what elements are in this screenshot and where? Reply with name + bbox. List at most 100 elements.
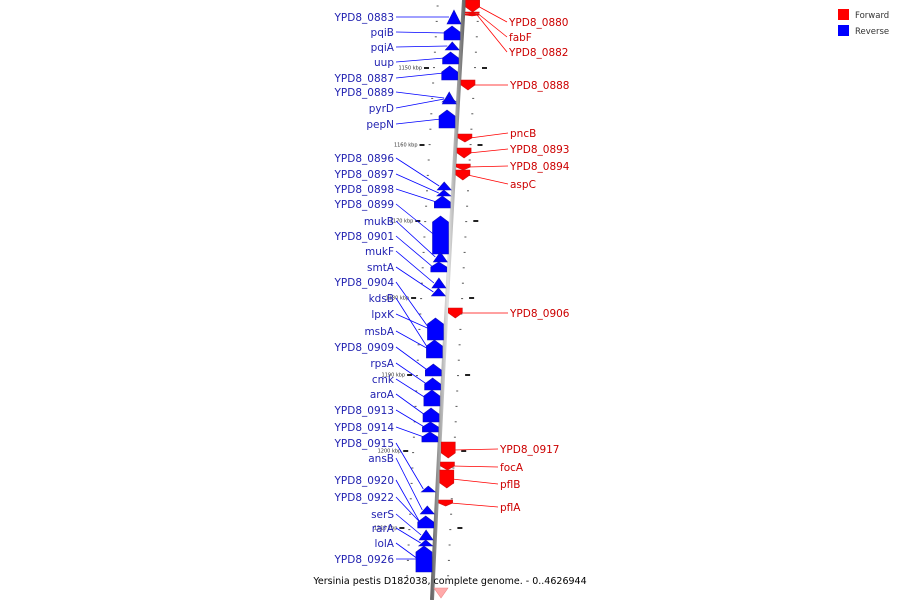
forward-gene-label: YPD8_0893 <box>509 144 569 156</box>
forward-gene-label: YPD8_0894 <box>509 161 570 173</box>
forward-gene-feature <box>455 163 471 171</box>
legend: Forward Reverse <box>838 9 889 37</box>
reverse-gene-feature <box>417 515 435 529</box>
forward-gene-label: YPD8_0888 <box>509 80 569 92</box>
reverse-gene-label: YPD8_0889 <box>334 87 394 99</box>
reverse-gene-feature <box>442 51 459 65</box>
reverse-leader-line <box>395 91 445 99</box>
reverse-leader-line <box>395 313 430 330</box>
reverse-leader-line <box>395 297 429 350</box>
reverse-leader-line <box>395 235 434 268</box>
forward-leader-line <box>452 465 499 468</box>
reverse-gene-feature <box>430 261 448 273</box>
reverse-gene-label: YPD8_0901 <box>334 231 394 243</box>
reverse-leader-line <box>395 330 429 350</box>
reverse-gene-label: serS <box>371 509 394 521</box>
reverse-gene-feature <box>434 195 451 209</box>
reverse-leader-line <box>395 426 425 438</box>
reverse-leader-line <box>395 220 436 258</box>
minor-ticks <box>406 5 480 577</box>
forward-gene-label: pflA <box>500 502 521 514</box>
reverse-leader-line <box>395 173 439 194</box>
scale-ticks: 1150 kbp 1160 kbp 1170 kbp 1180 kbp 1190 kbp… <box>374 66 487 532</box>
forward-gene-feature <box>457 133 473 143</box>
reverse-gene-label: uup <box>374 57 394 69</box>
forward-leader-line <box>469 148 509 154</box>
reverse-gene-label: kdsB <box>369 293 394 305</box>
forward-gene-label: pncB <box>510 128 536 140</box>
forward-gene-feature <box>438 499 453 507</box>
reverse-leader-line <box>395 250 435 284</box>
forward-leader-line <box>450 502 499 508</box>
reverse-leader-line <box>395 45 448 48</box>
reverse-leader-line <box>395 281 430 330</box>
forward-leader-line <box>477 5 508 23</box>
reverse-gene-label: YPD8_0922 <box>334 492 394 504</box>
reverse-gene-feature <box>444 41 460 51</box>
reverse-gene-feature <box>432 251 448 263</box>
reverse-gene-label: YPD8_0915 <box>334 438 394 450</box>
gene-labels: YPD8_0883 pqiB pqiA uup YPD8_0887 YPD8_0889py… <box>334 12 570 566</box>
reverse-gene-label: YPD8_0899 <box>334 199 394 211</box>
forward-leader-line <box>451 478 499 485</box>
reverse-gene-label: pyrD <box>369 103 394 115</box>
forward-gene-feature <box>456 147 472 159</box>
reverse-gene-label: mukB <box>364 216 394 228</box>
tick-label: 1180 kbp <box>386 296 410 302</box>
reverse-gene-feature <box>423 389 441 407</box>
reverse-gene-label: YPD8_0914 <box>334 422 395 434</box>
forward-gene-label: focA <box>500 462 524 474</box>
forward-leader-line <box>468 165 509 168</box>
reverse-gene-label: cmk <box>372 374 395 386</box>
reverse-gene-feature <box>436 189 452 197</box>
forward-gene-label: aspC <box>510 179 536 191</box>
reverse-gene-label: YPD8_0887 <box>334 73 394 85</box>
reverse-leader-line <box>395 362 427 385</box>
tick-label: 1160 kbp <box>394 143 418 149</box>
reverse-gene-feature <box>427 317 444 341</box>
forward-gene-feature <box>460 79 476 91</box>
reverse-gene-label: lpxK <box>371 309 395 321</box>
genome-backbone <box>430 0 466 600</box>
reverse-gene-label: aroA <box>370 389 395 401</box>
reverse-gene-feature <box>443 25 461 41</box>
reverse-gene-label: YPD8_0904 <box>334 277 395 289</box>
forward-leader-line <box>453 448 499 451</box>
reverse-gene-label: YPD8_0920 <box>334 475 394 487</box>
reverse-leader-line <box>395 157 440 187</box>
reverse-gene-feature <box>415 545 433 573</box>
forward-gene-label: fabF <box>509 32 532 44</box>
forward-gene-feature <box>464 11 480 15</box>
forward-leader-line <box>469 132 509 139</box>
forward-gene-feature <box>465 0 480 13</box>
reverse-gene-label: lolA <box>375 538 395 550</box>
reverse-leader-line <box>395 513 422 536</box>
reverse-leader-line <box>395 266 434 293</box>
reverse-leader-line <box>395 442 424 490</box>
reverse-gene-feature <box>417 539 434 547</box>
reverse-gene-feature <box>419 505 435 515</box>
tick-label: 1170 kbp <box>390 219 414 225</box>
reverse-gene-feature <box>436 181 452 191</box>
tick-label: 1210 kbp <box>374 526 398 532</box>
reverse-gene-label: msbA <box>364 326 394 338</box>
reverse-leader-line <box>395 496 420 523</box>
reverse-gene-feature <box>421 431 439 443</box>
forward-leader-line <box>467 174 509 185</box>
reverse-leader-line <box>395 346 428 371</box>
reverse-gene-label: YPD8_0897 <box>334 169 394 181</box>
legend-reverse-swatch <box>838 25 849 36</box>
reverse-leader-line <box>395 188 437 203</box>
reverse-gene-label: pqiA <box>371 42 395 54</box>
reverse-leader-line <box>395 57 445 63</box>
forward-leader-line <box>476 12 508 38</box>
legend-forward-swatch <box>838 9 849 20</box>
forward-gene-feature <box>448 307 463 319</box>
reverse-leader-line <box>395 409 425 428</box>
leader-lines <box>395 5 509 560</box>
tick-label: 1150 kbp <box>398 66 422 72</box>
forward-gene-label: YPD8_0917 <box>499 444 559 456</box>
reverse-gene-feature <box>422 421 439 433</box>
reverse-gene-feature <box>422 407 440 423</box>
